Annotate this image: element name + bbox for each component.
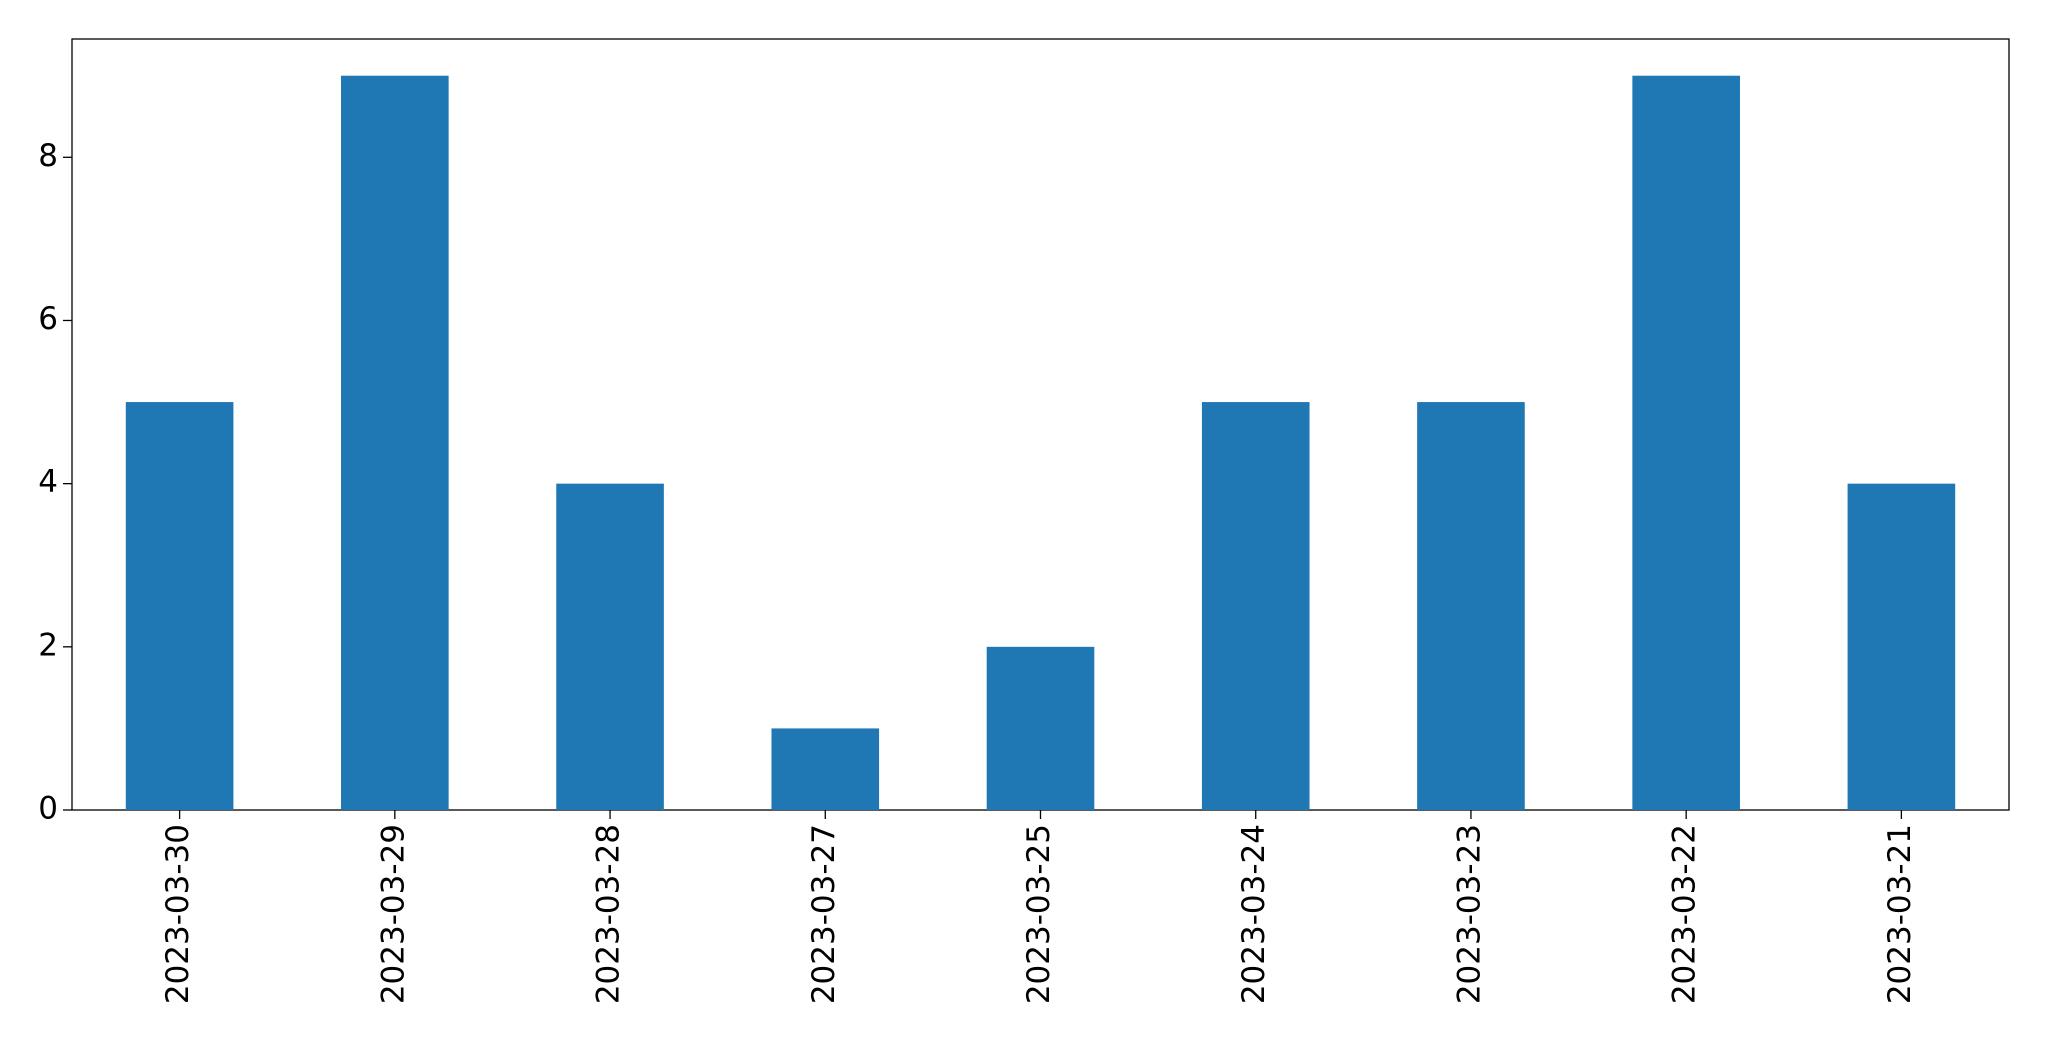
bar — [771, 728, 880, 810]
bar — [341, 75, 449, 810]
x-tick-label: 2023-03-29 — [375, 824, 411, 1004]
bar — [1417, 402, 1525, 810]
x-tick-label: 2023-03-23 — [1451, 824, 1487, 1004]
bar — [125, 402, 234, 810]
y-tick-label: 4 — [38, 464, 58, 500]
y-tick-label: 8 — [38, 138, 58, 174]
x-tick-label: 2023-03-28 — [591, 824, 627, 1004]
bar — [556, 483, 664, 810]
x-tick-label: 2023-03-30 — [160, 824, 196, 1004]
bar — [986, 646, 1095, 810]
x-tick-label: 2023-03-24 — [1236, 824, 1272, 1004]
bar — [1632, 75, 1740, 810]
y-tick-label: 6 — [38, 301, 58, 337]
bar — [1201, 402, 1310, 810]
x-tick-label: 2023-03-22 — [1667, 824, 1703, 1004]
x-tick-label: 2023-03-27 — [806, 824, 842, 1004]
y-tick-label: 0 — [38, 791, 58, 827]
bar — [1847, 483, 1956, 810]
y-tick-label: 2 — [38, 627, 58, 663]
x-tick-label: 2023-03-25 — [1021, 824, 1057, 1004]
x-tick-label: 2023-03-21 — [1882, 824, 1918, 1004]
